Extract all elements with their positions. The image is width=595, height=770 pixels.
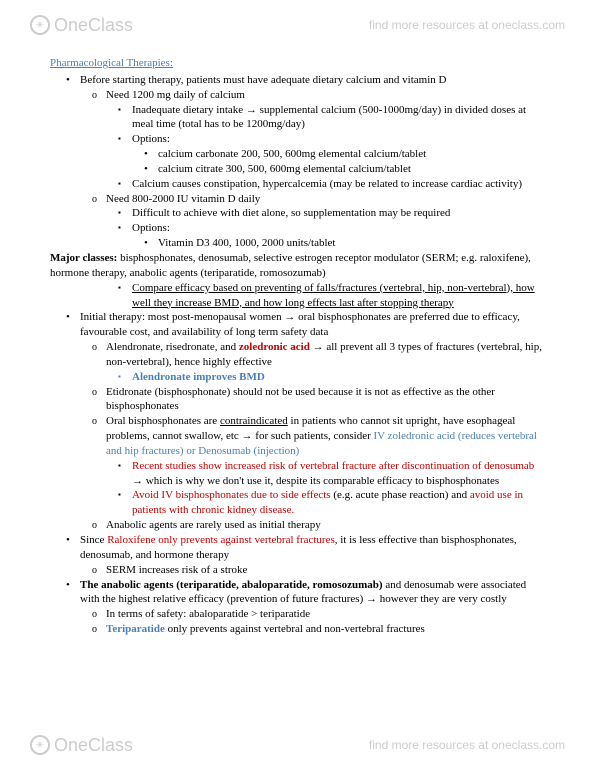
highlight-blue: Teriparatide bbox=[106, 623, 165, 635]
list-item: The anabolic agents (teriparatide, abalo… bbox=[62, 578, 545, 608]
brand-logo: ✳ OneClass bbox=[30, 735, 133, 756]
list-item: Need 800-2000 IU vitamin D daily bbox=[88, 192, 545, 207]
text-underline: contraindicated bbox=[220, 415, 288, 427]
document-body: Pharmacological Therapies: Before starti… bbox=[0, 50, 595, 647]
text: Alendronate, risedronate, and bbox=[106, 341, 239, 353]
list-item: In terms of safety: abaloparatide > teri… bbox=[88, 607, 545, 622]
highlight-red: zoledronic acid bbox=[239, 341, 310, 353]
major-classes-label: Major classes: bbox=[50, 252, 117, 264]
list-item: Options: bbox=[114, 221, 545, 236]
list-item: Need 1200 mg daily of calcium bbox=[88, 88, 545, 103]
list-item: Teriparatide only prevents against verte… bbox=[88, 622, 545, 637]
text: Initial therapy: most post-menopausal wo… bbox=[80, 311, 520, 338]
text: Options: bbox=[132, 222, 170, 234]
logo-icon: ✳ bbox=[30, 15, 50, 35]
list-item: Alendronate improves BMD bbox=[114, 370, 545, 385]
text: (e.g. acute phase reaction) and bbox=[331, 489, 470, 501]
text: bisphosphonates, denosumab, selective es… bbox=[50, 252, 531, 279]
text: calcium carbonate 200, 500, 600mg elemen… bbox=[158, 148, 426, 160]
list-item: Avoid IV bisphosphonates due to side eff… bbox=[114, 488, 545, 518]
text: Need 800-2000 IU vitamin D daily bbox=[106, 193, 260, 205]
text: Options: bbox=[132, 133, 170, 145]
footer-tagline: find more resources at oneclass.com bbox=[369, 738, 565, 752]
list-item: Alendronate, risedronate, and zoledronic… bbox=[88, 340, 545, 370]
brand-logo: ✳ OneClass bbox=[30, 15, 133, 36]
list-item: Initial therapy: most post-menopausal wo… bbox=[62, 310, 545, 340]
header-tagline: find more resources at oneclass.com bbox=[369, 18, 565, 32]
text: Vitamin D3 400, 1000, 2000 units/tablet bbox=[158, 237, 335, 249]
text: → which is why we don't use it, despite … bbox=[132, 475, 499, 487]
text: Calcium causes constipation, hypercalcem… bbox=[132, 178, 522, 190]
text: SERM increases risk of a stroke bbox=[106, 564, 247, 576]
list-item: Calcium causes constipation, hypercalcem… bbox=[114, 177, 545, 192]
list-item: SERM increases risk of a stroke bbox=[88, 563, 545, 578]
text-bold: The anabolic agents (teriparatide, abalo… bbox=[80, 579, 383, 591]
list-item: calcium carbonate 200, 500, 600mg elemen… bbox=[140, 147, 545, 162]
text: Compare efficacy based on preventing of … bbox=[132, 282, 535, 309]
text: Alendronate improves BMD bbox=[132, 371, 265, 383]
list-item: Oral bisphosphonates are contraindicated… bbox=[88, 414, 545, 459]
text: Since bbox=[80, 534, 107, 546]
list-item: Recent studies show increased risk of ve… bbox=[114, 459, 545, 489]
list-item: Before starting therapy, patients must h… bbox=[62, 73, 545, 88]
highlight-red: Avoid IV bisphosphonates due to side eff… bbox=[132, 489, 331, 501]
list-item: Vitamin D3 400, 1000, 2000 units/tablet bbox=[140, 236, 545, 251]
list-item: Compare efficacy based on preventing of … bbox=[114, 281, 545, 311]
major-classes-paragraph: Major classes: bisphosphonates, denosuma… bbox=[50, 251, 545, 281]
section-title: Pharmacological Therapies: bbox=[50, 56, 545, 71]
logo-icon: ✳ bbox=[30, 735, 50, 755]
highlight-red: Raloxifene only prevents against vertebr… bbox=[107, 534, 335, 546]
text: Before starting therapy, patients must h… bbox=[80, 74, 446, 86]
text: only prevents against vertebral and non-… bbox=[165, 623, 425, 635]
text: Difficult to achieve with diet alone, so… bbox=[132, 207, 450, 219]
text: Etidronate (bisphosphonate) should not b… bbox=[106, 386, 495, 413]
list-item: Inadequate dietary intake → supplemental… bbox=[114, 103, 545, 133]
text: Anabolic agents are rarely used as initi… bbox=[106, 519, 321, 531]
list-item: Etidronate (bisphosphonate) should not b… bbox=[88, 385, 545, 415]
list-item: Anabolic agents are rarely used as initi… bbox=[88, 518, 545, 533]
text: Need 1200 mg daily of calcium bbox=[106, 89, 245, 101]
highlight-red: Recent studies show increased risk of ve… bbox=[132, 460, 534, 472]
text: In terms of safety: abaloparatide > teri… bbox=[106, 608, 310, 620]
list-item: Difficult to achieve with diet alone, so… bbox=[114, 206, 545, 221]
brand-name: OneClass bbox=[54, 15, 133, 36]
text: calcium citrate 300, 500, 600mg elementa… bbox=[158, 163, 411, 175]
text: Oral bisphosphonates are bbox=[106, 415, 220, 427]
page-footer: ✳ OneClass find more resources at onecla… bbox=[0, 720, 595, 770]
list-item: Options: bbox=[114, 132, 545, 147]
text: Inadequate dietary intake → supplemental… bbox=[132, 104, 526, 131]
page-header: ✳ OneClass find more resources at onecla… bbox=[0, 0, 595, 50]
list-item: calcium citrate 300, 500, 600mg elementa… bbox=[140, 162, 545, 177]
brand-name: OneClass bbox=[54, 735, 133, 756]
list-item: Since Raloxifene only prevents against v… bbox=[62, 533, 545, 563]
